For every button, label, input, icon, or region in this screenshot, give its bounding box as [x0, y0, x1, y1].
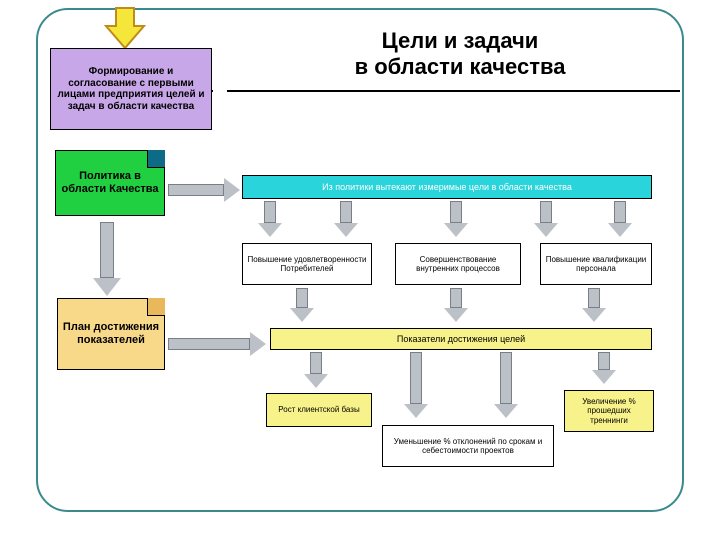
- arrow-goals-down-5-icon: [614, 201, 632, 237]
- arrow-goals-down-4-icon: [540, 201, 558, 237]
- node-trainings-label: Увеличение % прошедших треннинги: [568, 397, 650, 425]
- arrow-policy-to-plan-icon: [100, 222, 121, 296]
- node-policy-goals: Из политики вытекают измеримые цели в об…: [242, 175, 652, 199]
- arrow-ind-down-2-icon: [410, 352, 428, 418]
- node-deviations: Уменьшение % отклонений по срокам и себе…: [382, 425, 554, 467]
- arrow-goals-down-3-icon: [450, 201, 468, 237]
- node-processes: Совершенствование внутренних процессов: [395, 243, 521, 285]
- node-client-growth: Рост клиентской базы: [266, 393, 372, 427]
- big-arrow-down-icon: [104, 6, 146, 50]
- node-formation-label: Формирование и согласование с первыми ли…: [54, 66, 208, 112]
- node-indicators-label: Показатели достижения целей: [397, 334, 525, 344]
- node-satisfaction: Повышение удовлетворенности Потребителей: [242, 243, 372, 285]
- arrow-policy-to-goals-icon: [168, 178, 240, 202]
- arrow-goals-down-2-icon: [340, 201, 358, 237]
- diagram-title: Цели и задачи в области качества: [250, 28, 670, 81]
- node-processes-label: Совершенствование внутренних процессов: [399, 255, 517, 273]
- arrow-ind-down-1-icon: [310, 352, 328, 388]
- node-policy-goals-label: Из политики вытекают измеримые цели в об…: [322, 182, 572, 192]
- node-policy: Политика в области Качества: [55, 150, 165, 216]
- title-line-1: Цели и задачи: [250, 28, 670, 54]
- node-deviations-label: Уменьшение % отклонений по срокам и себе…: [386, 437, 550, 455]
- node-qualification-label: Повышение квалификации персонала: [544, 255, 648, 273]
- arrow-goals-down-1-icon: [264, 201, 282, 237]
- title-underline: [212, 90, 680, 92]
- title-line-2: в области качества: [250, 54, 670, 80]
- node-trainings: Увеличение % прошедших треннинги: [564, 390, 654, 432]
- node-formation: Формирование и согласование с первыми ли…: [50, 48, 212, 130]
- arrow-ind-down-3-icon: [500, 352, 518, 418]
- arrow-mid-down-3-icon: [588, 288, 606, 322]
- arrow-mid-down-1-icon: [296, 288, 314, 322]
- node-client-growth-label: Рост клиентской базы: [278, 405, 359, 414]
- arrow-plan-to-indicators-icon: [168, 332, 266, 356]
- node-plan: План достижения показателей: [57, 298, 165, 370]
- node-policy-label: Политика в области Качества: [60, 170, 160, 196]
- arrow-mid-down-2-icon: [450, 288, 468, 322]
- node-indicators: Показатели достижения целей: [270, 328, 652, 350]
- node-satisfaction-label: Повышение удовлетворенности Потребителей: [246, 255, 368, 273]
- arrow-ind-down-4-icon: [598, 352, 616, 384]
- white-box-behind: [213, 56, 227, 122]
- node-qualification: Повышение квалификации персонала: [540, 243, 652, 285]
- node-plan-label: План достижения показателей: [62, 321, 160, 347]
